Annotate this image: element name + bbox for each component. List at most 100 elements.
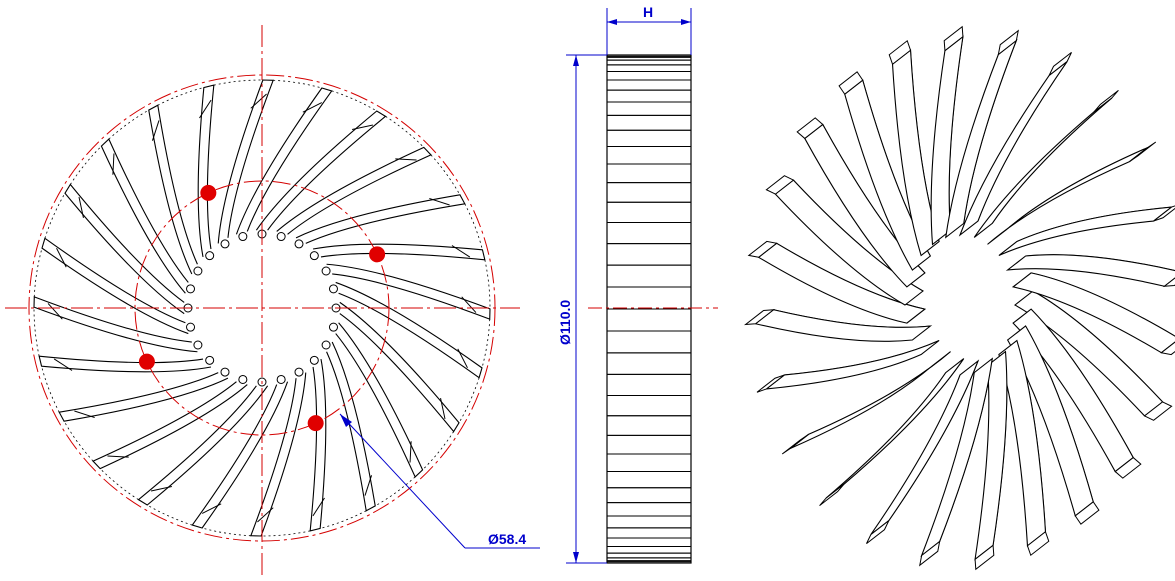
iso-fin-face	[1005, 254, 1175, 287]
fin-outline	[326, 341, 376, 512]
fin-outline	[326, 263, 491, 320]
fin-outline	[148, 104, 198, 275]
fin-notch	[352, 124, 374, 130]
fin-outline	[191, 381, 289, 529]
fin-root	[238, 374, 248, 384]
rim-gap	[157, 87, 204, 106]
rim-gap	[44, 193, 66, 239]
fin-root	[294, 239, 304, 249]
leader-line	[339, 413, 466, 549]
fin-outline	[276, 146, 432, 235]
fin-notch	[302, 102, 323, 113]
fin-root	[294, 367, 304, 377]
iso-fin-flange	[1093, 89, 1119, 113]
rim-gap	[108, 109, 149, 140]
diameter-label: Ø110.0	[557, 300, 573, 345]
fin-outline	[58, 372, 229, 422]
fin-root	[328, 322, 338, 332]
mounting-hole	[369, 246, 386, 263]
fin-outline	[250, 372, 307, 537]
fin-root	[205, 251, 215, 261]
iso-fin-flange	[1114, 456, 1142, 479]
rim-gap	[375, 476, 416, 507]
iso-fins	[743, 25, 1175, 571]
fin-root	[276, 374, 286, 384]
leader-arrow	[340, 414, 352, 427]
fin-outline	[335, 322, 424, 478]
iso-fin-flange	[919, 540, 941, 567]
side-view: H Ø110.0	[557, 4, 718, 564]
fin-outline	[335, 281, 483, 379]
fin-outline	[217, 79, 274, 244]
iso-fin-flange	[888, 39, 912, 66]
fin-root	[238, 232, 248, 242]
fin-notch	[107, 455, 129, 458]
rim-gap	[464, 203, 483, 250]
height-label: H	[643, 4, 653, 20]
fin-root	[220, 239, 230, 249]
fin-outline	[312, 243, 486, 261]
fin-root	[205, 355, 215, 365]
fin-root	[321, 340, 331, 350]
fin-notch	[409, 441, 412, 463]
rim-gap	[33, 248, 43, 297]
iso-fin-flange	[819, 483, 845, 507]
mounting-hole	[307, 415, 324, 432]
rim-gap	[273, 79, 322, 89]
fin-outline	[309, 358, 327, 532]
fin-notch	[440, 398, 446, 420]
iso-fin-flange	[796, 117, 824, 140]
rim-gap	[484, 259, 491, 309]
rim-gap	[63, 421, 94, 462]
iso-fin-flange	[1074, 501, 1100, 525]
iso-fin-face	[764, 339, 940, 390]
iso-fin-back	[991, 97, 1113, 224]
iso-fin-flange	[747, 240, 778, 258]
iso-fin-flange	[943, 25, 964, 52]
fin-outline	[235, 87, 333, 235]
rim-gap	[331, 90, 377, 112]
rim-gap	[261, 530, 311, 537]
fin-notch	[53, 358, 73, 371]
fin-notch	[74, 410, 95, 419]
mounting-hole	[200, 184, 217, 201]
fin-root	[309, 355, 319, 365]
iso-fin-face	[1011, 272, 1175, 354]
iso-fin-flange	[1026, 530, 1050, 557]
fin-outline	[197, 84, 215, 258]
fin-notch	[312, 497, 325, 517]
mounting-hole	[138, 353, 155, 370]
iso-fin-flange	[838, 71, 864, 95]
front-view-fins	[33, 79, 491, 537]
diameter-arrow-top	[573, 55, 579, 66]
fin-outline	[33, 296, 198, 353]
fin-root	[309, 251, 319, 261]
rim-gap	[320, 510, 367, 529]
fin-notch	[429, 197, 450, 206]
rim-gap	[70, 145, 102, 185]
rim-gap	[213, 79, 263, 86]
rim-gap	[385, 116, 425, 148]
fin-outline	[92, 381, 248, 470]
iso-fin-flange	[756, 374, 785, 393]
rim-gap	[33, 307, 40, 357]
fin-root	[186, 284, 196, 294]
iso-fin-flange	[1162, 277, 1175, 287]
mounting-holes	[138, 184, 386, 432]
rim-gap	[481, 319, 491, 368]
fin-notch	[78, 196, 84, 218]
side-fin-lines	[607, 55, 691, 563]
fin-notch	[364, 475, 373, 496]
fin-notch	[461, 296, 477, 313]
height-arrow-left	[607, 19, 617, 25]
iso-fin-flange	[1048, 51, 1072, 76]
fin-outline	[255, 110, 387, 231]
fin-outline	[137, 385, 269, 506]
bolt-circle-dimension: Ø58.4	[339, 413, 540, 549]
fin-outline	[339, 301, 460, 433]
fin-notch	[112, 153, 115, 175]
fin-notch	[47, 303, 63, 320]
diameter-arrow-bottom	[573, 552, 579, 563]
fin-root	[321, 266, 331, 276]
fin-notch	[457, 348, 468, 369]
